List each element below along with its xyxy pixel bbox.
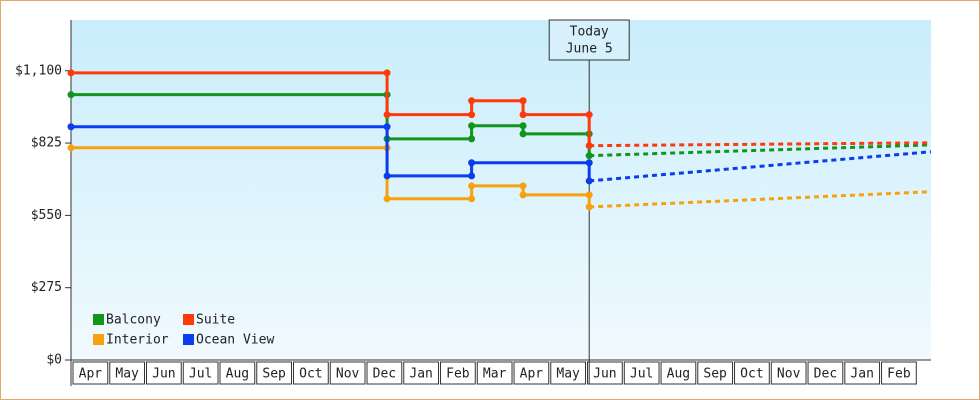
month-cell	[734, 361, 770, 385]
point	[585, 191, 593, 199]
point	[585, 142, 593, 150]
month-cell	[366, 361, 403, 385]
legend-label: Interior	[106, 333, 169, 348]
point	[383, 111, 391, 119]
point	[383, 69, 391, 77]
month-cell	[329, 361, 366, 385]
x-tick-label: Jul	[630, 367, 653, 382]
month-cell	[72, 361, 109, 385]
point	[468, 172, 476, 180]
point	[383, 195, 391, 203]
month-cell	[587, 361, 623, 385]
x-tick-label: Nov	[336, 367, 360, 382]
month-cell	[550, 361, 587, 385]
x-tick-label: Oct	[299, 367, 322, 382]
month-cell	[256, 361, 293, 385]
month-cell	[293, 361, 329, 385]
forecast-line	[589, 150, 932, 183]
y-tick-label: $1,100	[15, 63, 62, 78]
point	[585, 203, 593, 211]
point	[468, 111, 476, 119]
forecast-line	[589, 190, 932, 209]
point	[468, 122, 476, 130]
x-tick-label: Nov	[777, 367, 801, 382]
y-tick-label: $275	[31, 280, 62, 295]
point	[519, 97, 527, 105]
month-cell	[513, 361, 550, 385]
y-tick-label: $825	[31, 136, 62, 151]
x-tick-label: Jan	[409, 367, 432, 382]
month-cell	[770, 361, 807, 385]
point	[67, 123, 75, 131]
point	[519, 130, 527, 138]
point	[585, 177, 593, 185]
legend-label: Balcony	[106, 313, 161, 328]
point	[67, 91, 75, 99]
today-label: Today	[570, 25, 609, 40]
x-tick-label: Aug	[667, 367, 690, 382]
x-tick-label: Dec	[373, 367, 396, 382]
x-tick-label: Sep	[262, 367, 286, 382]
legend-label: Ocean View	[196, 333, 274, 348]
x-tick-label: May	[115, 367, 139, 382]
forecast-line	[589, 141, 932, 148]
point	[468, 195, 476, 203]
legend-swatch	[183, 314, 194, 325]
point	[585, 152, 593, 160]
month-cell	[182, 361, 219, 385]
x-tick-label: Apr	[520, 367, 544, 382]
x-tick-label: Dec	[814, 367, 837, 382]
x-tick-label: Jun	[593, 367, 616, 382]
month-cell	[844, 361, 881, 385]
point	[585, 111, 593, 119]
month-cell	[219, 361, 256, 385]
point	[519, 111, 527, 119]
legend-swatch	[183, 334, 194, 345]
today-label: June 5	[566, 42, 613, 57]
point	[383, 123, 391, 131]
point	[468, 97, 476, 105]
point	[383, 172, 391, 180]
point	[67, 69, 75, 77]
month-cell	[476, 361, 513, 385]
point	[519, 191, 527, 199]
month-cell	[807, 361, 844, 385]
plot-area	[71, 20, 931, 360]
point	[585, 159, 593, 167]
month-cell	[881, 361, 917, 385]
month-cell	[403, 361, 440, 385]
y-tick-label: $550	[31, 208, 62, 223]
point	[519, 182, 527, 190]
month-cell	[623, 361, 660, 385]
legend-swatch	[93, 314, 104, 325]
month-cell	[146, 361, 182, 385]
point	[519, 122, 527, 130]
month-cell	[660, 361, 697, 385]
x-tick-label: May	[556, 367, 580, 382]
x-tick-label: Feb	[446, 367, 470, 382]
x-tick-label: Sep	[703, 367, 727, 382]
x-tick-label: Apr	[79, 367, 103, 382]
legend-label: Suite	[196, 313, 235, 328]
x-tick-label: Feb	[887, 367, 911, 382]
y-tick-label: $0	[46, 353, 62, 368]
forecast-line	[589, 143, 932, 158]
point	[67, 144, 75, 152]
x-tick-label: Mar	[483, 367, 507, 382]
x-tick-label: Jun	[152, 367, 175, 382]
legend-swatch	[93, 334, 104, 345]
x-tick-label: Jan	[850, 367, 873, 382]
point	[468, 182, 476, 190]
x-tick-label: Jul	[189, 367, 212, 382]
point	[468, 135, 476, 143]
month-cell	[109, 361, 146, 385]
today-box	[548, 19, 630, 61]
month-cell	[440, 361, 476, 385]
point	[468, 159, 476, 167]
x-tick-label: Oct	[740, 367, 763, 382]
x-tick-label: Aug	[226, 367, 249, 382]
month-cell	[697, 361, 734, 385]
